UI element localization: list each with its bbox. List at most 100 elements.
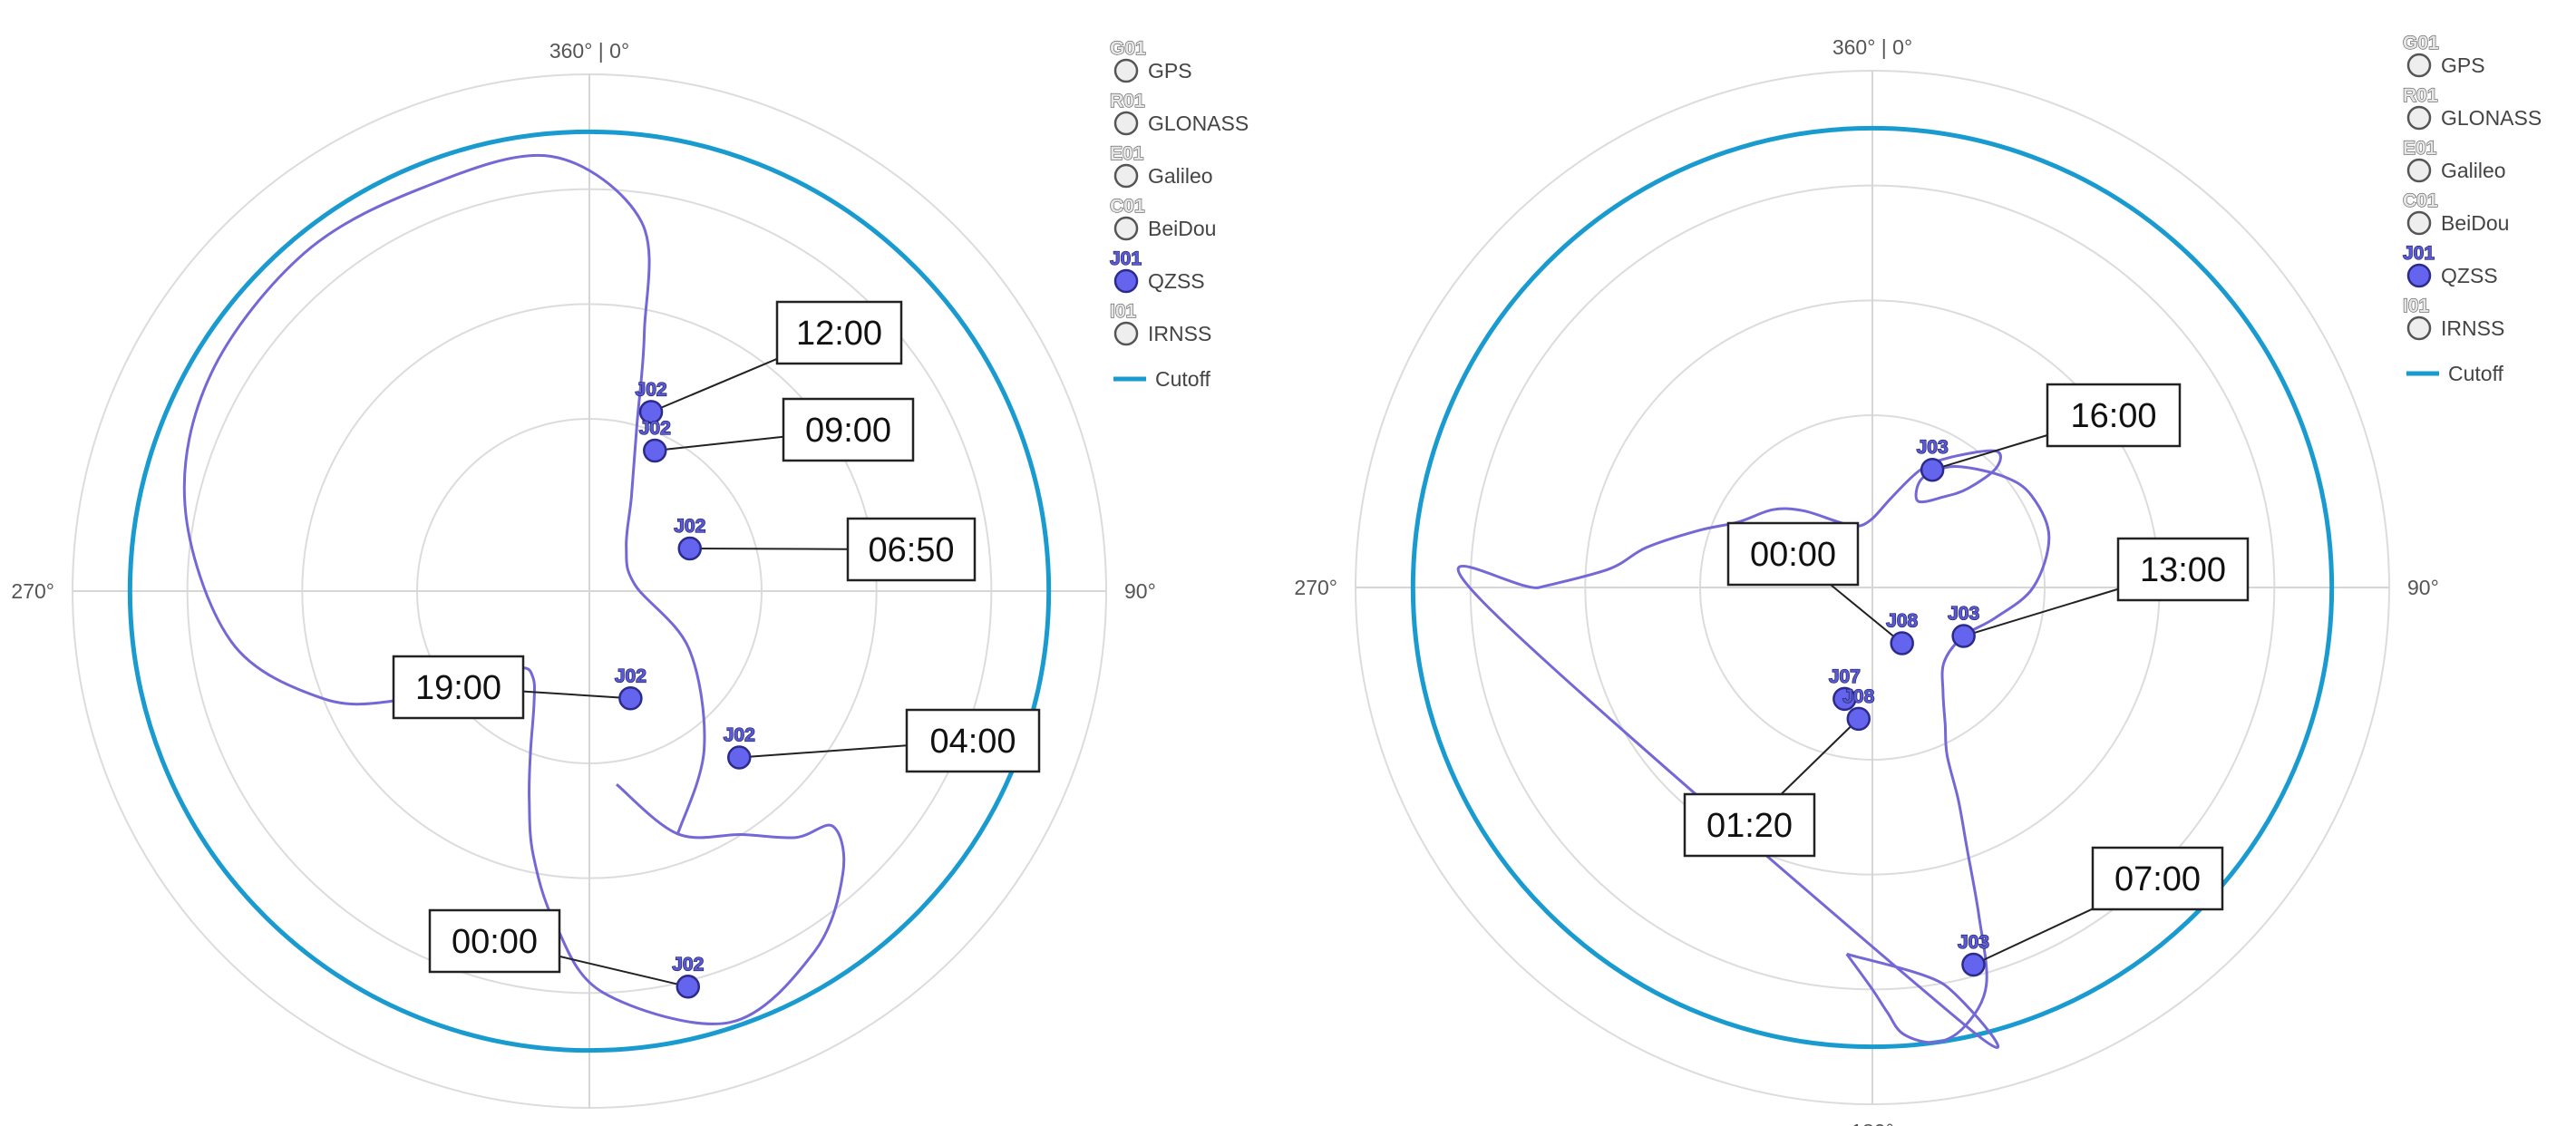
legend-marker	[2406, 263, 2432, 288]
satellite-label: J07	[1829, 666, 1861, 687]
callout-leader	[1973, 908, 2094, 966]
ground-track-line	[1456, 449, 2051, 1049]
north-label: 360° | 0°	[549, 39, 629, 63]
callout-leader	[1830, 584, 1903, 645]
callout-leader	[1931, 434, 2048, 471]
satellite-label: J08	[1842, 686, 1874, 707]
north-label: 360° | 0°	[1832, 35, 1912, 59]
legend-code: G01	[2403, 33, 2439, 53]
legend-name: Galileo	[1148, 164, 1213, 188]
time-callout-box	[2046, 383, 2182, 448]
south-label: 180°	[1851, 1120, 1894, 1126]
legend-cutoff-label: Cutoff	[1155, 367, 1211, 391]
time-callout-box	[782, 397, 915, 462]
legend-code: R01	[2403, 85, 2438, 106]
east-label: 90°	[2407, 576, 2439, 599]
callout-leader	[1963, 587, 2119, 637]
legend-marker	[1113, 268, 1139, 294]
ground-track-line	[182, 153, 846, 1025]
satellite-marker	[1951, 624, 1976, 648]
legend-name: Galileo	[2441, 159, 2506, 182]
time-callout-box	[2091, 846, 2224, 911]
satellite-marker	[677, 536, 703, 561]
west-label: 270°	[11, 579, 54, 603]
time-callout-label: 19:00	[415, 669, 501, 707]
time-callout-box	[1683, 792, 1816, 858]
satellite-marker	[1890, 631, 1914, 655]
time-callout-box	[2116, 537, 2250, 602]
callout-leader	[1780, 718, 1860, 795]
satellite-label: J08	[1886, 611, 1918, 632]
legend-code: C01	[2403, 190, 2438, 211]
time-callout-box	[392, 655, 525, 720]
skyplot-right: 360° | 0° 90° 180° 270° J03 16:00 J08 00:00 J03 1…	[1294, 32, 2542, 1126]
legend-marker	[1113, 216, 1139, 241]
legend-code: I01	[2403, 296, 2430, 316]
satellite-label: J02	[672, 954, 704, 975]
satellite-marker	[1846, 706, 1871, 732]
satellite-label: J03	[1917, 437, 1949, 458]
time-callout-box	[846, 517, 977, 582]
west-label: 270°	[1294, 576, 1337, 599]
time-callout-box	[1726, 521, 1860, 587]
satellite-label: J02	[639, 418, 671, 439]
time-callout-label: 00:00	[452, 923, 538, 961]
satellite-marker	[1920, 457, 1945, 482]
time-callout-label: 12:00	[796, 315, 882, 353]
legend-name: QZSS	[1148, 269, 1205, 293]
legend-name: GPS	[1148, 59, 1192, 83]
legend-marker	[2406, 53, 2432, 78]
time-callout-label: 00:00	[1750, 536, 1836, 574]
legend-code: R01	[1110, 91, 1145, 112]
legend-name: GPS	[2441, 53, 2485, 77]
time-callout-box	[905, 708, 1041, 773]
time-callout-label: 01:20	[1706, 807, 1793, 845]
satellite-label: J03	[1948, 604, 1979, 625]
satellite-marker	[1961, 952, 1986, 977]
legend-marker	[2406, 315, 2432, 341]
time-callout-box	[775, 300, 903, 365]
callout-leader	[739, 744, 908, 759]
legend-name: IRNSS	[2441, 316, 2504, 340]
time-callout-label: 04:00	[929, 723, 1016, 761]
callout-leader	[689, 547, 849, 550]
satellite-label: J02	[636, 379, 667, 400]
satellite-marker	[643, 438, 667, 463]
legend-code: E01	[1110, 143, 1144, 164]
time-callout-box	[428, 908, 561, 974]
legend-marker	[1113, 58, 1139, 83]
legend-cutoff-label: Cutoff	[2448, 362, 2504, 385]
cutoff-circle	[127, 129, 1052, 1053]
legend-marker	[1113, 111, 1139, 136]
legend-name: GLONASS	[2441, 106, 2542, 130]
satellite-label: J02	[724, 725, 755, 746]
legend-name: BeiDou	[1148, 217, 1216, 240]
cutoff-circle	[1410, 125, 2335, 1050]
legend-marker	[2406, 210, 2432, 236]
legend-name: BeiDou	[2441, 211, 2509, 235]
time-callout-label: 13:00	[2140, 551, 2226, 589]
legend-code: I01	[1110, 301, 1137, 322]
south-label: 180°	[568, 1123, 611, 1126]
legend-code: E01	[2403, 138, 2437, 159]
satellite-label: J02	[674, 516, 705, 537]
legend-code: C01	[1110, 196, 1145, 217]
legend-name: GLONASS	[1148, 112, 1249, 135]
satellite-marker	[727, 745, 752, 770]
time-callout-label: 16:00	[2070, 397, 2156, 435]
time-callout-label: 06:50	[868, 531, 954, 569]
time-callout-label: 07:00	[2114, 860, 2201, 898]
time-callout-label: 09:00	[805, 412, 891, 450]
satellite-label: J03	[1958, 932, 1989, 953]
callout-leader	[655, 435, 784, 452]
skyplot-left: 360° | 0° 90° 180° 270° J02 12:00 J02 09:00 J02 0…	[11, 37, 1249, 1126]
satellite-marker	[618, 686, 643, 711]
legend-marker	[2406, 105, 2432, 131]
legend-code: G01	[1110, 38, 1146, 59]
callout-leader	[559, 955, 689, 988]
satellite-marker	[676, 975, 701, 999]
legend-marker	[1113, 321, 1139, 346]
satellite-marker	[1832, 686, 1857, 712]
